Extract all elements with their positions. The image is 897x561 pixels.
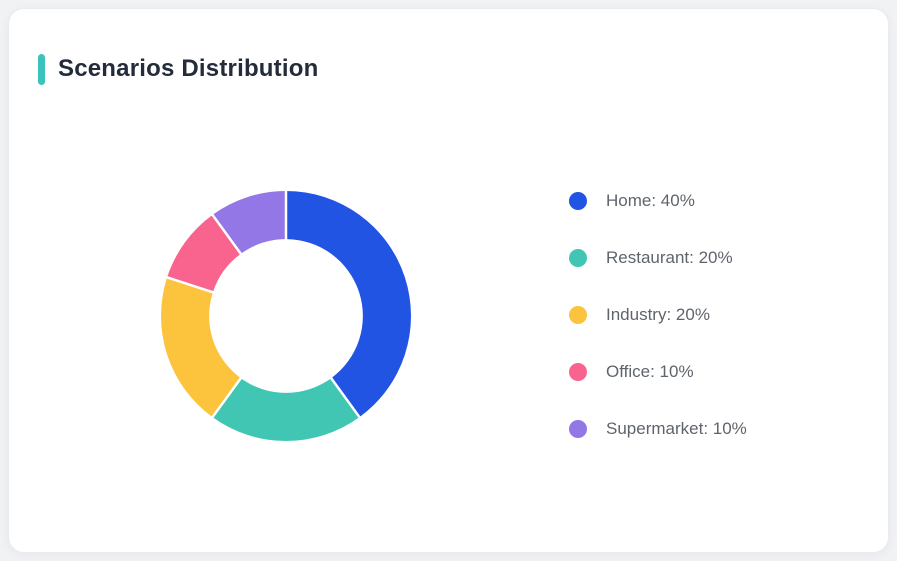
legend-label: Office: 10% [606,362,694,381]
legend-swatch [569,192,587,210]
legend: Home: 40% Restaurant: 20% Industry: 20% Off… [569,191,747,438]
donut-slice-office[interactable] [167,214,241,293]
page-title: Scenarios Distribution [58,55,319,82]
legend-swatch [569,306,587,324]
legend-item-industry[interactable]: Industry: 20% [569,305,747,324]
legend-item-office[interactable]: Office: 10% [569,362,747,381]
donut-slice-industry[interactable] [161,277,241,418]
legend-label: Industry: 20% [606,305,710,324]
legend-swatch [569,363,587,381]
legend-swatch [569,420,587,438]
legend-label: Supermarket: 10% [606,419,747,438]
slice-gap-line [210,213,243,256]
slice-gap-line [329,376,362,419]
legend-item-supermarket[interactable]: Supermarket: 10% [569,419,747,438]
donut-slice-restaurant[interactable] [212,378,360,442]
title-accent-bar [38,54,45,85]
card: Scenarios Distribution Home: 40% Restaura… [8,8,889,553]
legend-item-restaurant[interactable]: Restaurant: 20% [569,248,747,267]
slice-gap-line [210,376,243,419]
legend-item-home[interactable]: Home: 40% [569,191,747,210]
legend-swatch [569,249,587,267]
donut-slice-home[interactable] [286,191,412,418]
donut-chart [161,190,412,442]
legend-label: Restaurant: 20% [606,248,733,267]
slice-gap-line [165,275,215,294]
legend-label: Home: 40% [606,191,695,210]
